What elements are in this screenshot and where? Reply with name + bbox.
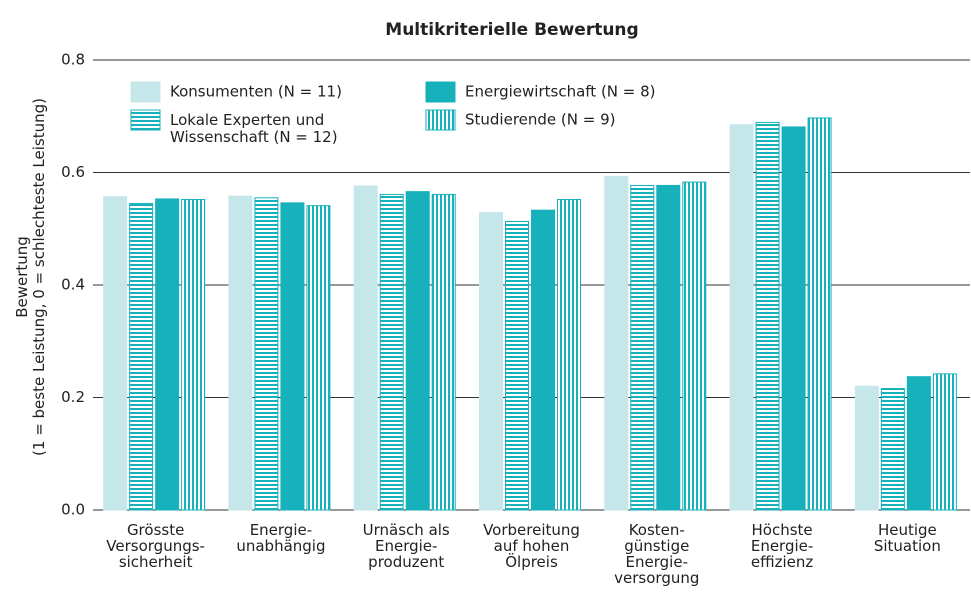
legend-swatch <box>130 109 161 131</box>
bar <box>306 205 331 511</box>
bar <box>254 197 279 511</box>
y-tick-label: 0.6 <box>61 163 85 181</box>
bar <box>854 385 879 511</box>
y-tick-label: 0.8 <box>61 51 85 69</box>
bar <box>479 211 503 511</box>
bar <box>353 185 378 511</box>
legend-swatch <box>130 81 161 103</box>
legend-swatch <box>425 81 456 103</box>
y-axis-label: Bewertung(1 = beste Leistung, 0 = schlec… <box>13 98 48 456</box>
bar <box>181 199 206 511</box>
bar <box>906 376 931 511</box>
x-tick-label: Höchste Energie-effizienz <box>751 521 814 571</box>
bar <box>755 121 780 511</box>
bar <box>630 184 655 511</box>
bar <box>379 193 404 511</box>
y-tick-label: 0.4 <box>61 276 85 294</box>
legend-label: Energiewirtschaft (N = 8) <box>465 83 656 101</box>
bar <box>129 202 154 511</box>
bar <box>155 198 180 511</box>
bar <box>280 202 305 511</box>
x-tick-label: Kosten-günstige Energie-versorgung <box>614 521 699 587</box>
legend-label: Lokale Experten und Wissenschaft (N = 12) <box>170 111 338 146</box>
x-tick-label: Urnäsch als Energie-produzent <box>363 521 450 571</box>
bar <box>405 191 430 511</box>
bar <box>682 181 707 511</box>
bar <box>604 175 629 511</box>
y-tick-label: 0.0 <box>61 501 85 519</box>
bar <box>228 195 253 511</box>
bar <box>557 199 581 511</box>
bar <box>807 117 832 511</box>
bar <box>431 193 456 511</box>
bar <box>781 126 806 511</box>
bar <box>103 196 128 511</box>
chart-title: Multikriterielle Bewertung <box>385 20 638 40</box>
legend-label: Studierende (N = 9) <box>465 111 616 129</box>
bar <box>729 124 754 511</box>
legend-swatch <box>425 109 456 131</box>
x-tick-label: Heutige Situation <box>874 521 941 555</box>
legend-label: Konsumenten (N = 11) <box>170 83 342 101</box>
x-tick-label: Grösste Versorgungs-sicherheit <box>106 521 205 571</box>
x-tick-label: Vorbereitung auf hohen Ölpreis <box>483 521 580 571</box>
bar <box>531 209 555 511</box>
bar <box>880 388 905 511</box>
x-tick-label: Energie-unabhängig <box>236 521 325 555</box>
bar <box>932 373 957 511</box>
y-tick-label: 0.2 <box>61 388 85 406</box>
bar <box>656 184 681 511</box>
bar <box>505 220 529 511</box>
